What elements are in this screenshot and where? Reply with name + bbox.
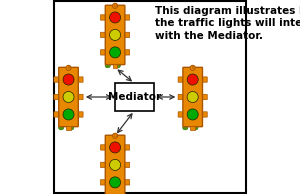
Text: This diagram illustrates how
the traffic lights will interact
with the Mediator.: This diagram illustrates how the traffic… xyxy=(155,6,300,41)
Circle shape xyxy=(110,142,121,153)
Bar xyxy=(114,133,116,136)
FancyBboxPatch shape xyxy=(178,94,184,100)
Bar xyxy=(114,3,116,6)
FancyBboxPatch shape xyxy=(124,50,130,55)
FancyBboxPatch shape xyxy=(124,15,130,20)
FancyBboxPatch shape xyxy=(59,67,78,127)
FancyBboxPatch shape xyxy=(100,145,106,150)
Ellipse shape xyxy=(105,64,110,68)
FancyBboxPatch shape xyxy=(124,180,130,185)
FancyBboxPatch shape xyxy=(77,112,83,117)
Bar xyxy=(68,66,69,68)
Ellipse shape xyxy=(58,126,64,130)
Ellipse shape xyxy=(69,126,74,130)
FancyBboxPatch shape xyxy=(202,77,207,82)
FancyBboxPatch shape xyxy=(124,162,130,168)
Circle shape xyxy=(110,12,121,23)
Circle shape xyxy=(190,65,195,70)
Bar xyxy=(192,66,194,68)
FancyBboxPatch shape xyxy=(183,67,203,127)
FancyBboxPatch shape xyxy=(100,162,106,168)
Circle shape xyxy=(110,177,121,188)
FancyBboxPatch shape xyxy=(105,5,125,65)
FancyBboxPatch shape xyxy=(54,77,59,82)
Bar xyxy=(115,83,154,111)
Circle shape xyxy=(63,74,74,85)
Circle shape xyxy=(110,47,121,58)
Circle shape xyxy=(66,65,71,70)
FancyBboxPatch shape xyxy=(178,77,184,82)
FancyBboxPatch shape xyxy=(54,112,59,117)
Bar xyxy=(113,64,118,68)
Circle shape xyxy=(187,74,198,85)
Circle shape xyxy=(187,92,198,102)
Ellipse shape xyxy=(115,64,120,68)
Ellipse shape xyxy=(193,126,198,130)
Bar xyxy=(190,126,195,130)
Circle shape xyxy=(112,133,118,138)
Circle shape xyxy=(63,109,74,120)
FancyBboxPatch shape xyxy=(77,77,83,82)
FancyBboxPatch shape xyxy=(100,180,106,185)
FancyBboxPatch shape xyxy=(100,50,106,55)
Circle shape xyxy=(110,159,121,171)
Circle shape xyxy=(187,109,198,120)
Circle shape xyxy=(112,3,118,8)
FancyBboxPatch shape xyxy=(124,32,130,38)
FancyBboxPatch shape xyxy=(124,145,130,150)
Ellipse shape xyxy=(183,126,188,130)
FancyBboxPatch shape xyxy=(54,94,59,100)
Bar xyxy=(66,126,71,130)
Circle shape xyxy=(63,92,74,102)
Text: Mediator: Mediator xyxy=(108,92,161,102)
FancyBboxPatch shape xyxy=(77,94,83,100)
FancyBboxPatch shape xyxy=(100,32,106,38)
FancyBboxPatch shape xyxy=(202,94,207,100)
FancyBboxPatch shape xyxy=(178,112,184,117)
FancyBboxPatch shape xyxy=(100,15,106,20)
FancyBboxPatch shape xyxy=(105,135,125,194)
FancyBboxPatch shape xyxy=(202,112,207,117)
Circle shape xyxy=(110,29,121,41)
